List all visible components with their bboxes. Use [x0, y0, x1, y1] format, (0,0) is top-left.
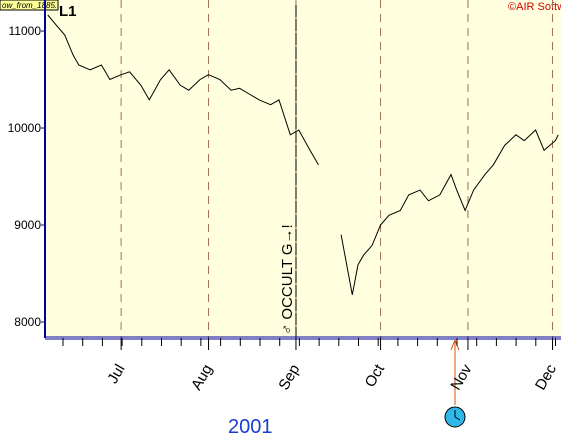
x-tick-label: Jul [104, 362, 128, 387]
y-tick-label: 11000 [9, 24, 42, 38]
x-tick-label: Sep [275, 362, 303, 394]
y-tick-label: 8000 [14, 315, 41, 329]
x-tick-label: Aug [188, 362, 216, 394]
year-label: 2001 [228, 416, 273, 436]
y-tick-label: 10000 [8, 121, 42, 135]
x-tick-label: Oct [362, 361, 389, 390]
price-line [340, 129, 559, 295]
annotation: ♂ OCCULT G→! [279, 224, 296, 335]
panel-label: L1 [59, 3, 77, 20]
clock-hands [454, 410, 461, 421]
x-tick-label: Dec [532, 361, 560, 393]
window-label-box [0, 0, 59, 11]
x-tick-label: Nov [447, 361, 475, 393]
price-line [47, 14, 319, 166]
window-label: ow_from_1885... [2, 1, 62, 10]
copyright: ©AIR Softw [508, 1, 561, 13]
plot-area [45, 0, 561, 338]
y-tick-label: 9000 [14, 218, 41, 232]
